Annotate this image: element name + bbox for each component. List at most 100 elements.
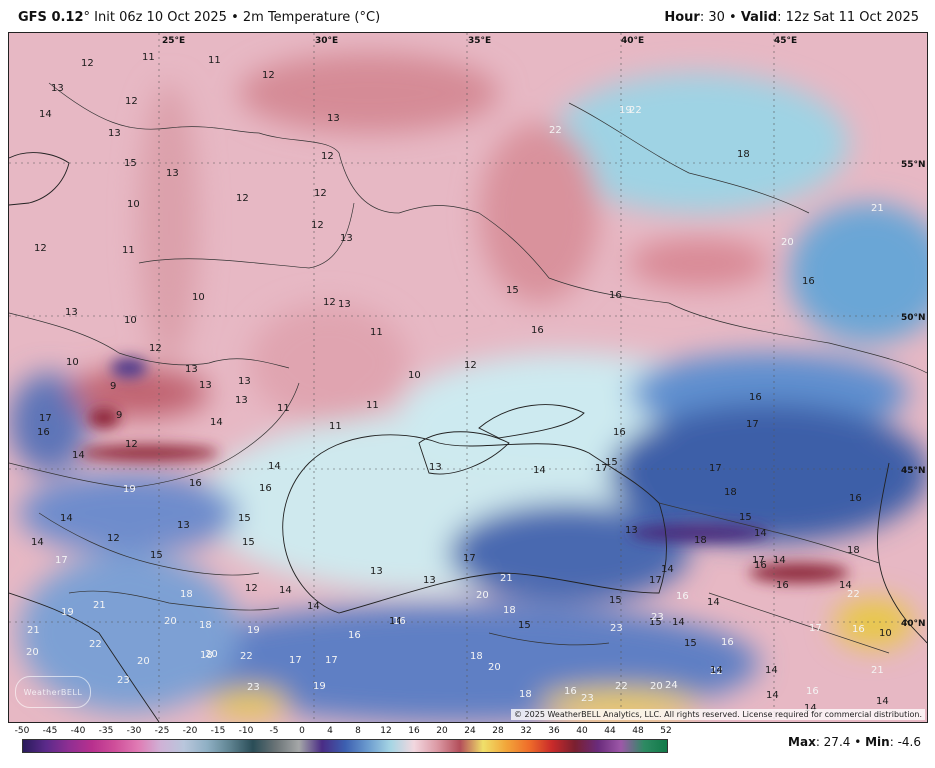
colorbar-tick-label: 36 <box>548 726 560 736</box>
temperature-label: 20 <box>781 237 794 248</box>
temperature-label: 17 <box>325 655 338 666</box>
temperature-label: 14 <box>876 696 889 707</box>
temperature-label: 13 <box>625 525 638 536</box>
temperature-label: 23 <box>610 623 623 634</box>
temperature-label: 12 <box>125 96 138 107</box>
colorbar-tick-label: -35 <box>98 726 114 736</box>
title-separator: • <box>226 10 243 25</box>
temperature-label: 19 <box>123 484 136 495</box>
colorbar-tick-label: 40 <box>576 726 588 736</box>
copyright-notice: © 2025 WeatherBELL Analytics, LLC. All r… <box>511 709 925 720</box>
temperature-label: 12 <box>34 243 47 254</box>
temperature-label: 10 <box>124 315 137 326</box>
colorbar-tick-label: -50 <box>14 726 30 736</box>
temperature-label: 12 <box>323 297 336 308</box>
temperature-label: 9 <box>116 410 122 421</box>
temperature-label: 18 <box>694 535 707 546</box>
temperature-label: 12 <box>464 360 477 371</box>
temperature-label: 12 <box>125 439 138 450</box>
colorbar-tick-label: 32 <box>520 726 532 736</box>
temperature-label: 16 <box>348 630 361 641</box>
temperature-label: 16 <box>676 591 689 602</box>
temperature-label: 22 <box>710 666 723 677</box>
temperature-label: 22 <box>847 589 860 600</box>
temperature-label: 16 <box>754 560 767 571</box>
temperature-label: 13 <box>199 380 212 391</box>
temperature-label: 16 <box>749 392 762 403</box>
temperature-label: 14 <box>533 465 546 476</box>
colorbar-tick-label: -25 <box>154 726 170 736</box>
temperature-label: 12 <box>149 343 162 354</box>
caspian-coast <box>877 462 927 644</box>
temperature-highlights <box>79 358 849 583</box>
temperature-label: 16 <box>609 290 622 301</box>
longitude-label: 40°E <box>621 36 644 46</box>
temperature-label: 11 <box>366 400 379 411</box>
valid-time: Hour: 30 • Valid: 12z Sat 11 Oct 2025 <box>664 10 919 25</box>
temperature-label: 16 <box>849 493 862 504</box>
temperature-label: 12 <box>236 193 249 204</box>
temperature-label: 14 <box>279 585 292 596</box>
temperature-label: 14 <box>39 109 52 120</box>
temperature-label: 24 <box>665 680 678 691</box>
temperature-label: 15 <box>124 158 137 169</box>
temperature-label: 12 <box>81 58 94 69</box>
temperature-label: 18 <box>519 689 532 700</box>
temperature-label: 11 <box>208 55 221 66</box>
temperature-label: 14 <box>210 417 223 428</box>
temperature-label: 13 <box>185 364 198 375</box>
temperature-label: 11 <box>122 245 135 256</box>
temperature-label: 23 <box>581 693 594 704</box>
temperature-label: 23 <box>117 675 130 686</box>
temperature-label: 15 <box>684 638 697 649</box>
temperature-label: 14 <box>766 690 779 701</box>
temperature-label: 14 <box>60 513 73 524</box>
colorbar-tick-label: 52 <box>660 726 672 736</box>
temperature-label: 23 <box>651 612 664 623</box>
temperature-label: 17 <box>809 623 822 634</box>
colorbar-tick-label: 48 <box>632 726 644 736</box>
temperature-label: 18 <box>470 651 483 662</box>
graticule <box>9 33 927 722</box>
colorbar-strip <box>22 739 668 753</box>
temperature-label: 22 <box>89 639 102 650</box>
temperature-label: 14 <box>710 665 723 676</box>
temperature-label: 16 <box>189 478 202 489</box>
colorbar-tick-label: -5 <box>269 726 279 736</box>
temperature-label: 19 <box>247 625 260 636</box>
init-time: Init 06z 10 Oct 2025 <box>90 10 227 25</box>
temperature-label: 14 <box>839 580 852 591</box>
temperature-labels: 12 11 11 12 13 12 14 13 15 13 10 12 12 13 12 12 13 12 11 10… <box>26 52 892 714</box>
map-title: GFS 0.12° Init 06z 10 Oct 2025 • 2m Temp… <box>18 10 380 25</box>
longitude-label: 30°E <box>315 36 338 46</box>
aegean-coast <box>9 592 160 722</box>
temperature-label: 17 <box>649 575 662 586</box>
temperature-label: 14 <box>307 601 320 612</box>
latitude-label: 40°N <box>901 619 926 629</box>
temperature-label: 15 <box>506 285 519 296</box>
latitude-label: 50°N <box>901 313 926 323</box>
temperature-label: 13 <box>429 462 442 473</box>
temperature-label: 20 <box>137 656 150 667</box>
variable-name: 2m Temperature (°C) <box>242 10 381 25</box>
temperature-label: 19 <box>61 607 74 618</box>
colorbar-tick-label: -10 <box>238 726 254 736</box>
temperature-label: 18 <box>724 487 737 498</box>
colorbar-tick-label: -20 <box>182 726 198 736</box>
temperature-label: 22 <box>615 681 628 692</box>
temperature-label: 16 <box>393 616 406 627</box>
temperature-label: 21 <box>871 203 884 214</box>
temperature-label: 14 <box>754 528 767 539</box>
temperature-label: 21 <box>871 665 884 676</box>
temperature-label: 12 <box>107 533 120 544</box>
temperature-label: 15 <box>150 550 163 561</box>
temperature-label: 14 <box>661 564 674 575</box>
max-min-stats: Max: 27.4 • Min: -4.6 <box>788 735 921 749</box>
temperature-label: 13 <box>327 113 340 124</box>
longitude-label: 45°E <box>774 36 797 46</box>
colorbar-tick-label: 4 <box>327 726 333 736</box>
colorbar-tick-label: 8 <box>355 726 361 736</box>
temperature-label: 10 <box>408 370 421 381</box>
temperature-label: 17 <box>55 555 68 566</box>
colorbar-tick-label: 0 <box>299 726 305 736</box>
